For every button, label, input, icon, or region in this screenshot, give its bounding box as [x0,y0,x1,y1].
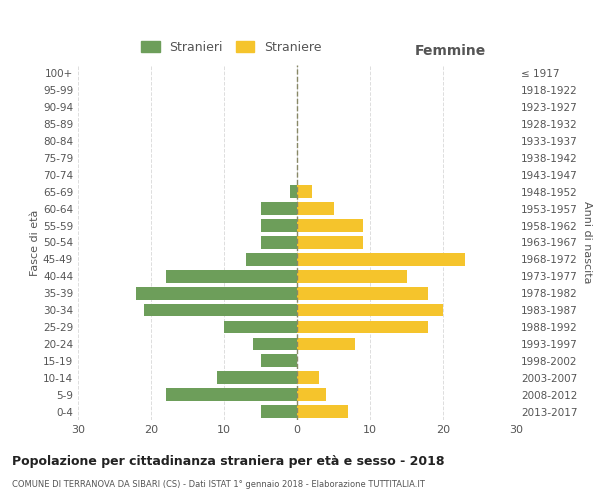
Bar [144,304,297,316]
Bar [246,253,297,266]
Bar [166,388,297,401]
Bar [260,405,297,418]
Bar [297,253,465,266]
Bar [297,186,311,198]
Y-axis label: Anni di nascita: Anni di nascita [581,201,592,284]
Text: COMUNE DI TERRANOVA DA SIBARI (CS) - Dati ISTAT 1° gennaio 2018 - Elaborazione T: COMUNE DI TERRANOVA DA SIBARI (CS) - Dat… [12,480,425,489]
Bar [260,220,297,232]
Bar [260,236,297,249]
Text: Popolazione per cittadinanza straniera per età e sesso - 2018: Popolazione per cittadinanza straniera p… [12,455,445,468]
Bar [297,202,334,215]
Bar [166,270,297,282]
Bar [297,388,326,401]
Bar [290,186,297,198]
Bar [224,320,297,334]
Bar [297,270,407,282]
Bar [297,236,362,249]
Bar [297,338,355,350]
Bar [260,202,297,215]
Bar [136,287,297,300]
Bar [253,338,297,350]
Bar [297,220,362,232]
Bar [297,287,428,300]
Bar [297,372,319,384]
Bar [297,405,348,418]
Text: Femmine: Femmine [415,44,486,58]
Bar [260,354,297,367]
Bar [217,372,297,384]
Legend: Stranieri, Straniere: Stranieri, Straniere [136,36,327,59]
Y-axis label: Fasce di età: Fasce di età [30,210,40,276]
Bar [297,304,443,316]
Bar [297,320,428,334]
